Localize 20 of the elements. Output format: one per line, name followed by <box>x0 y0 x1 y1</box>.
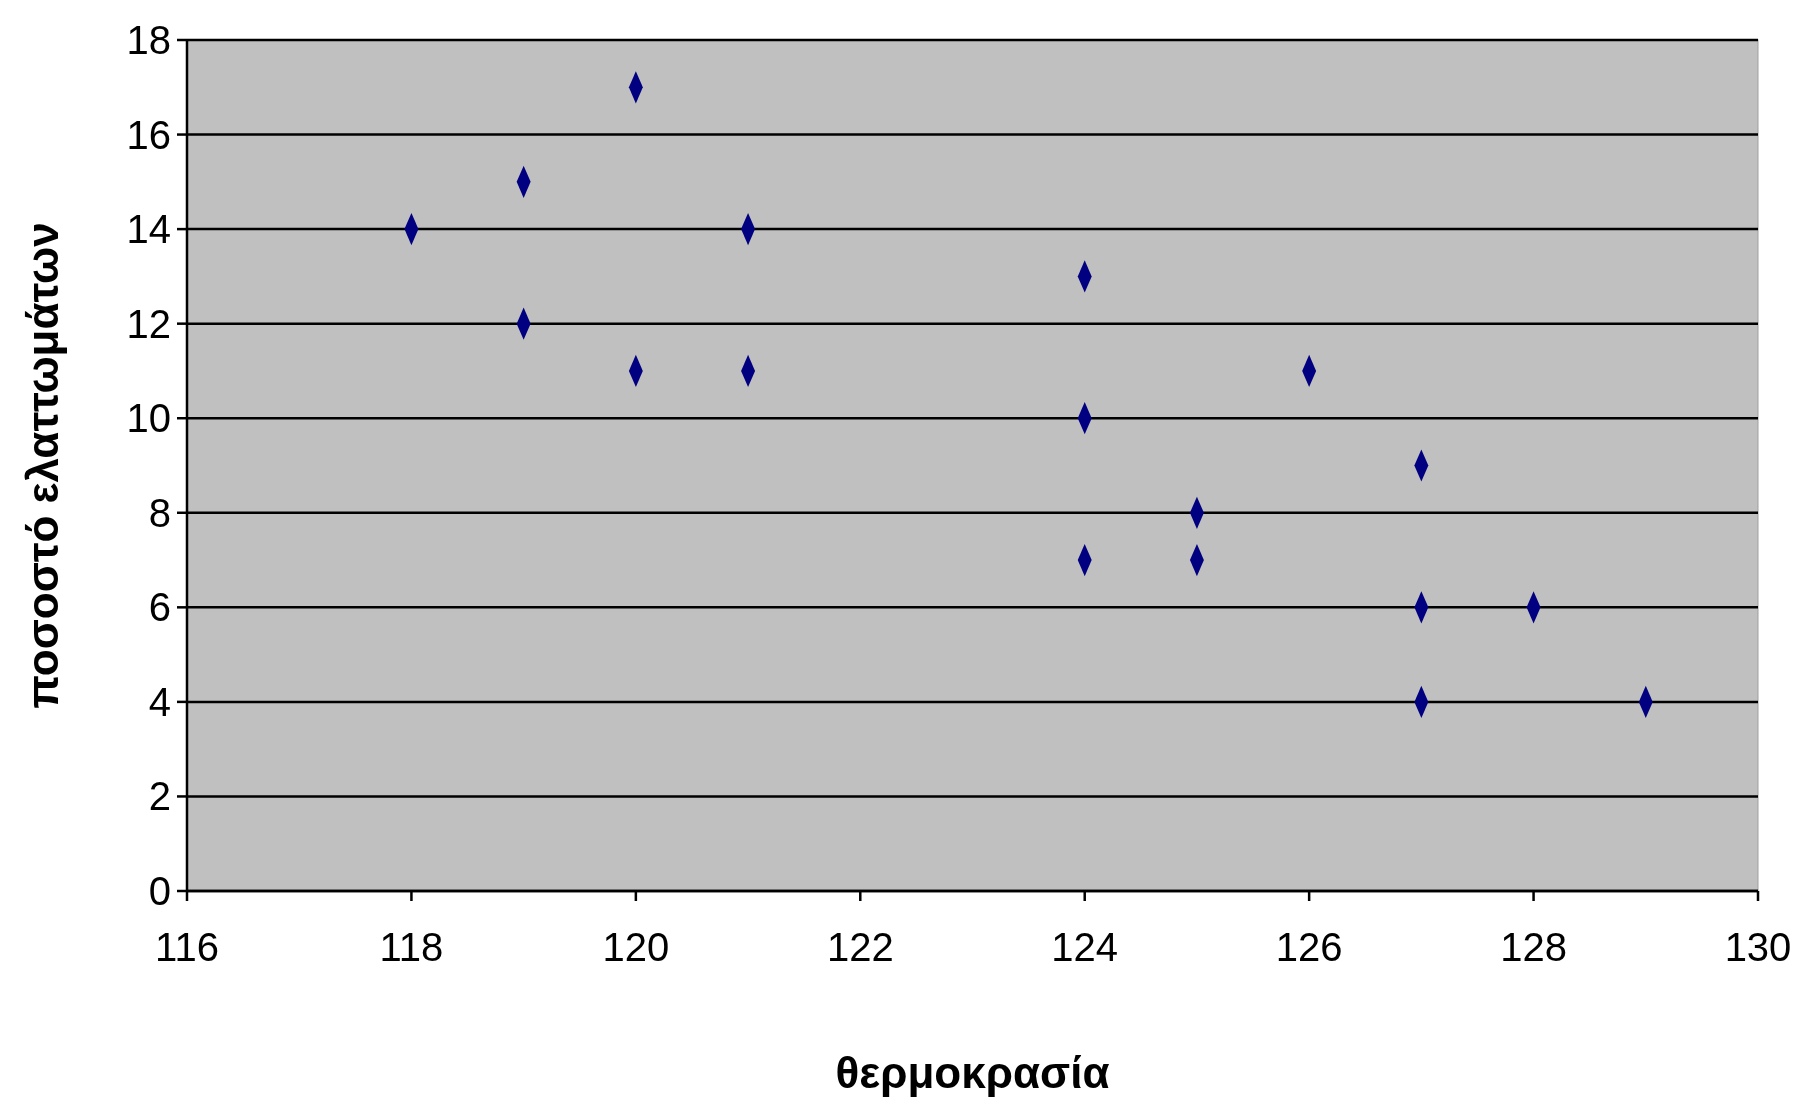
y-tick-label: 4 <box>148 679 171 724</box>
x-tick-label: 126 <box>1275 925 1343 969</box>
y-tick-label: 14 <box>126 207 171 252</box>
y-tick-label: 16 <box>126 112 171 157</box>
x-tick-label: 130 <box>1724 925 1792 969</box>
x-tick-label: 118 <box>379 925 444 969</box>
y-tick-label: 2 <box>148 774 171 819</box>
y-tick-label: 8 <box>148 490 171 535</box>
x-tick-label: 124 <box>1051 925 1119 969</box>
x-axis-title: θερμοκρασία <box>835 1048 1110 1097</box>
y-tick-label: 18 <box>126 18 171 62</box>
x-tick-label: 128 <box>1500 925 1567 969</box>
x-tick-label: 116 <box>155 925 219 969</box>
y-tick-label: 12 <box>126 301 171 346</box>
x-tick-label: 120 <box>602 925 670 969</box>
y-tick-label: 6 <box>148 585 171 630</box>
y-tick-label: 10 <box>126 396 171 441</box>
x-tick-label: 122 <box>826 925 894 969</box>
y-tick-label: 0 <box>148 869 171 913</box>
y-axis-title: ποσοστό ελαττωμάτων <box>18 222 67 709</box>
